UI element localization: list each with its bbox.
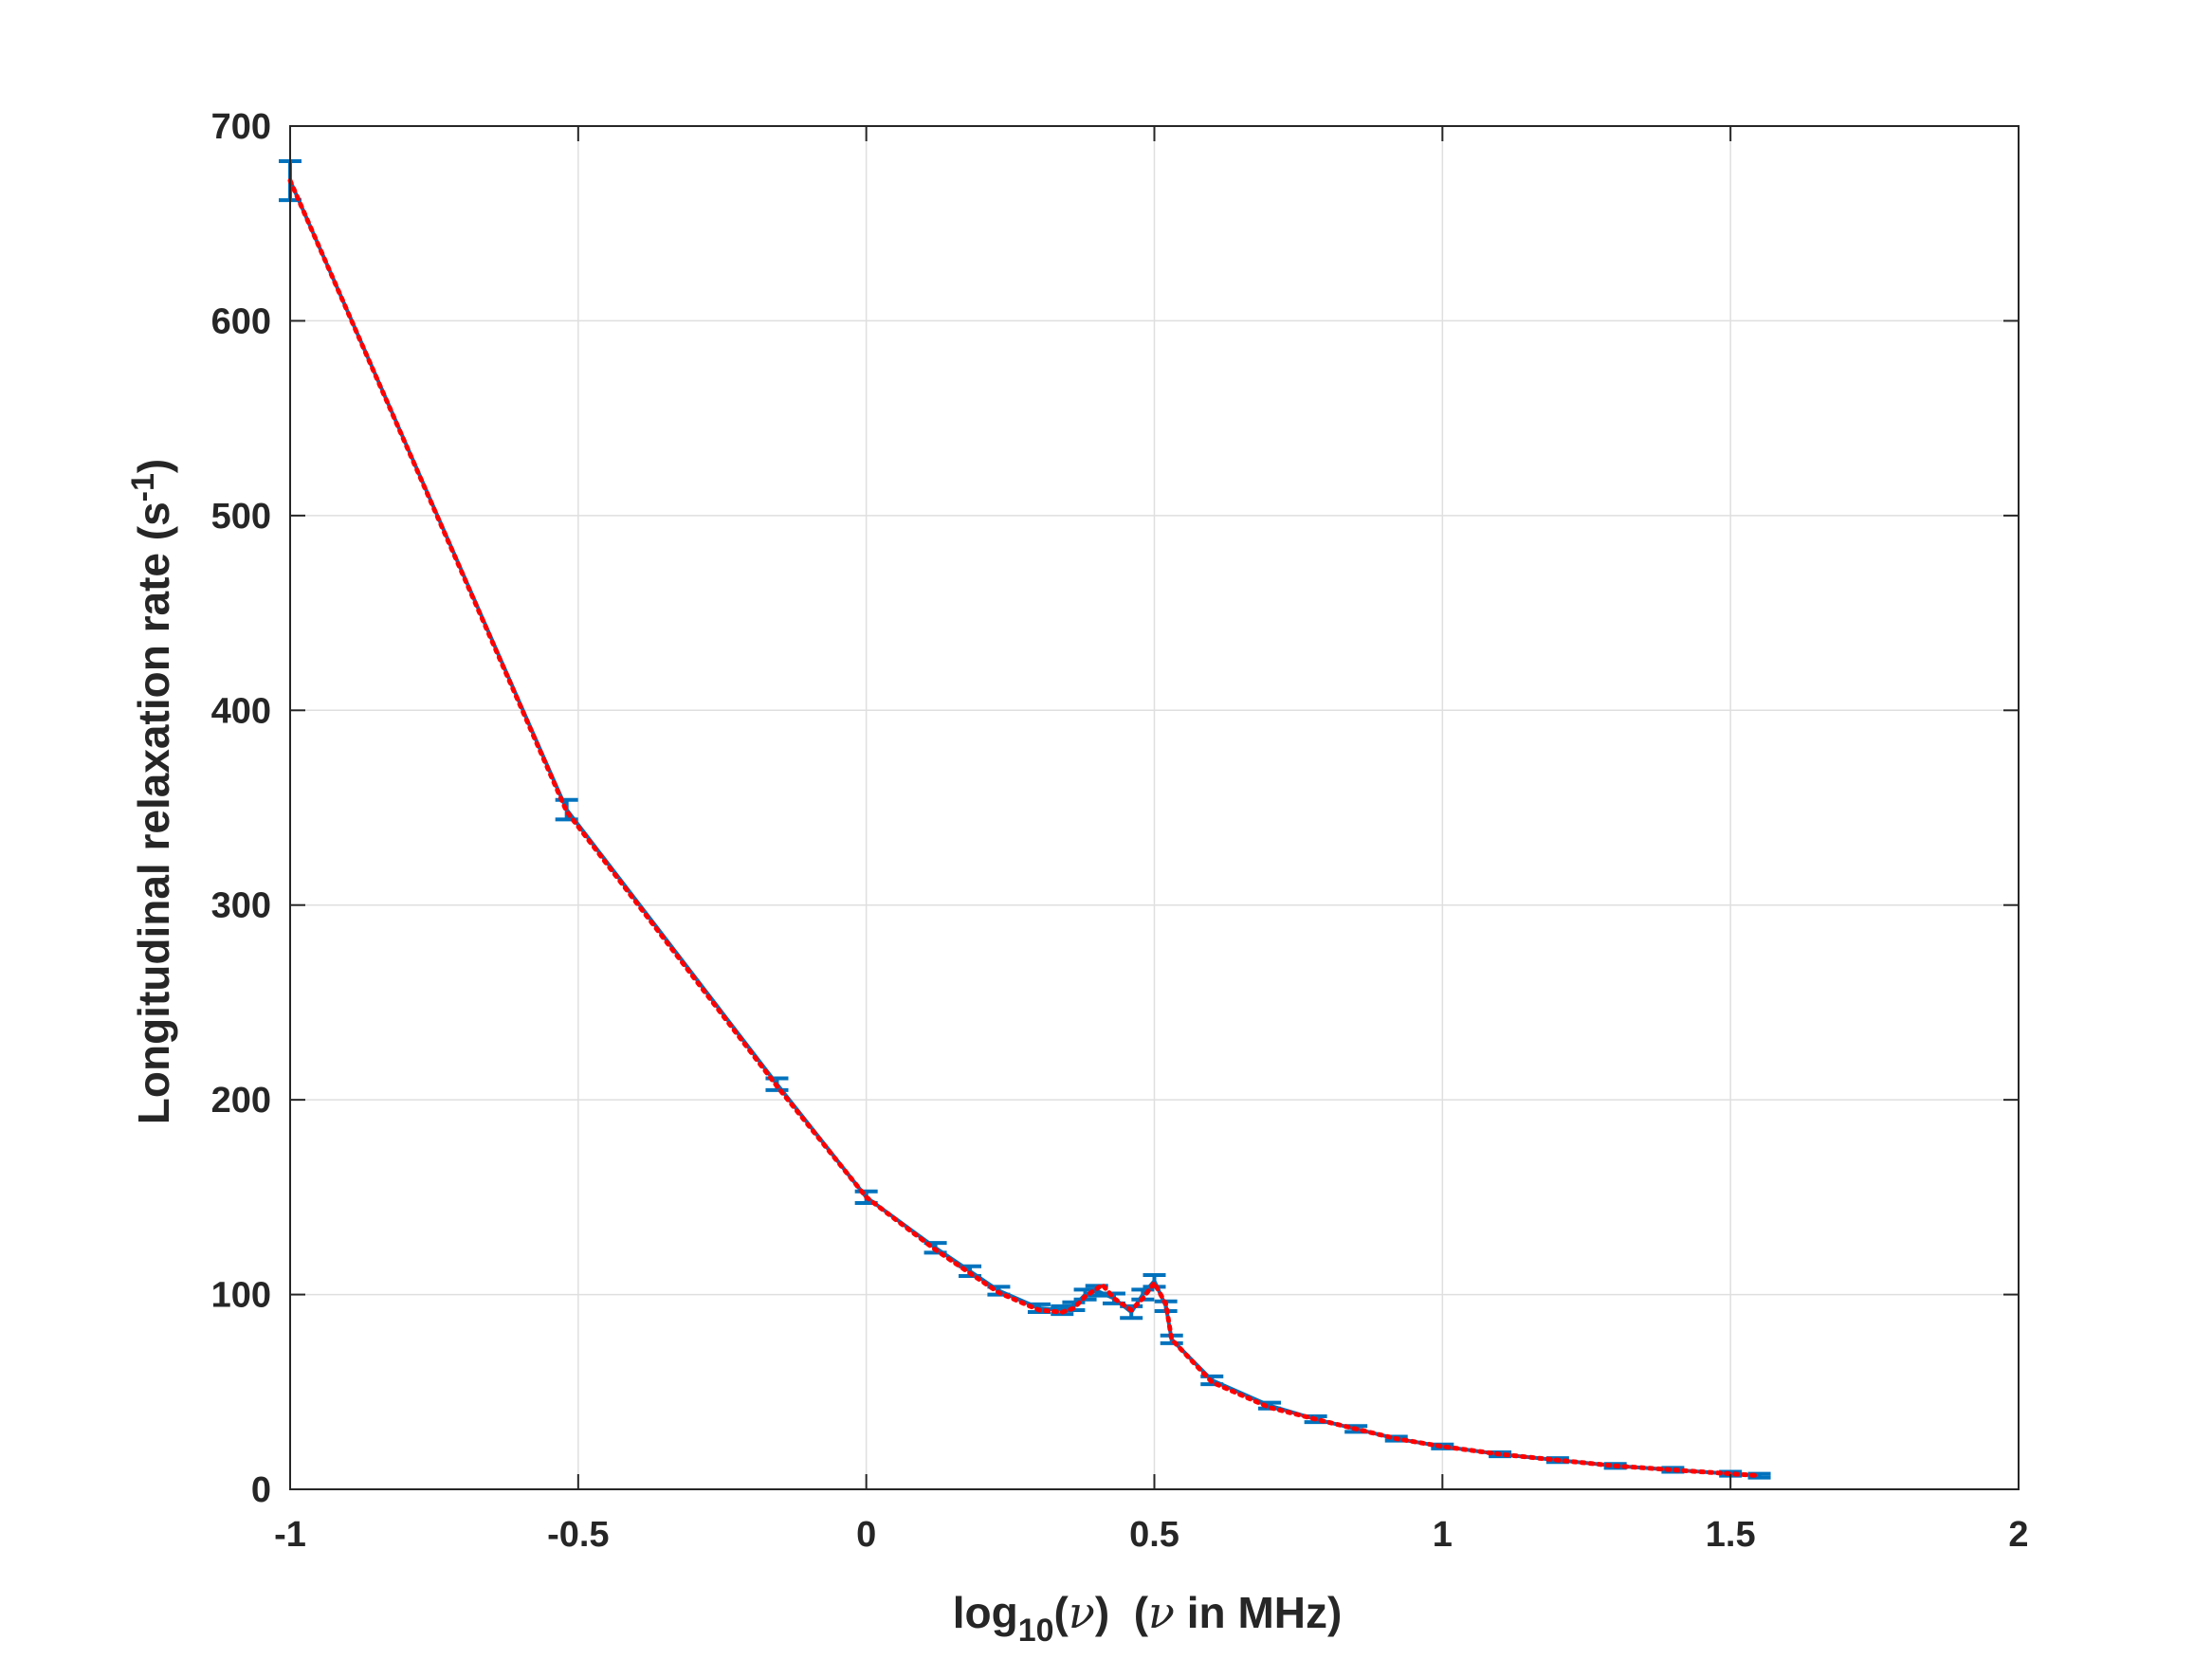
y-axis-label: Longitudinal relaxation rate (s-1) xyxy=(125,459,178,1124)
y-tick-label: 0 xyxy=(251,1470,271,1510)
x-tick-label: 0.5 xyxy=(1129,1515,1179,1555)
axes-box xyxy=(289,125,2020,1490)
y-tick-label: 500 xyxy=(211,497,271,537)
x-tick-label: 1.5 xyxy=(1706,1515,1756,1555)
y-tick-label: 300 xyxy=(211,886,271,926)
y-tick-label: 400 xyxy=(211,691,271,731)
y-tick-label: 600 xyxy=(211,301,271,341)
x-tick-label: 1 xyxy=(1433,1515,1453,1555)
tick-labels: -1 -0.5 0 0.5 1 1.5 2 0 100 200 300 400 500 600 700 xyxy=(211,107,2029,1555)
x-tick-label: 2 xyxy=(2008,1515,2028,1555)
x-axis-label: log10(ν) (ν in MHz) xyxy=(953,1587,1343,1649)
x-tick-label: 0 xyxy=(856,1515,876,1555)
y-tick-label: 200 xyxy=(211,1081,271,1121)
y-tick-label: 700 xyxy=(211,107,271,147)
x-tick-label: -0.5 xyxy=(547,1515,609,1555)
x-tick-label: -1 xyxy=(274,1515,306,1555)
grid-lines xyxy=(290,126,2019,1489)
fit-series-line xyxy=(287,178,1762,1479)
y-tick-label: 100 xyxy=(211,1276,271,1316)
